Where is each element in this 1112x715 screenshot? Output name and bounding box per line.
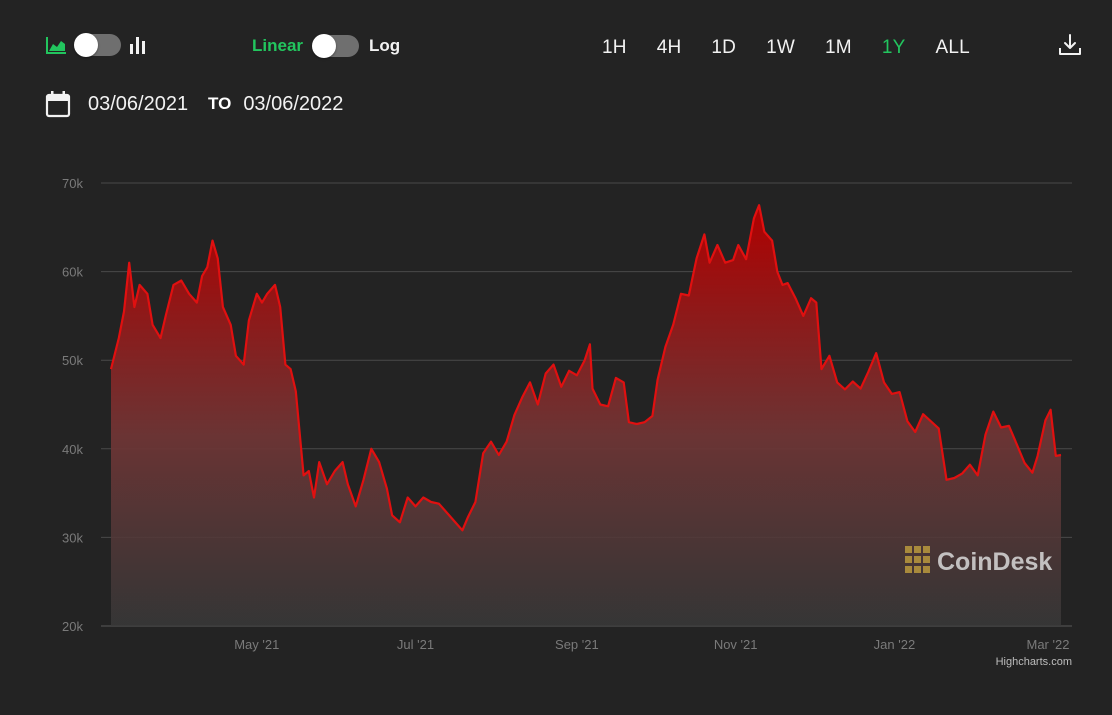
coindesk-logo-icon — [905, 546, 930, 573]
price-area — [111, 205, 1061, 626]
watermark-text: CoinDesk — [937, 548, 1052, 576]
chart-type-toggle[interactable] — [74, 33, 121, 57]
y-axis: 20k 30k 40k 50k 60k 70k — [62, 176, 83, 634]
scale-switch: Linear Log — [252, 34, 401, 58]
range-1w[interactable]: 1W — [766, 37, 796, 58]
range-1h[interactable]: 1H — [602, 37, 627, 58]
scale-log-label[interactable]: Log — [369, 36, 401, 55]
x-tick-label: Jan '22 — [874, 637, 916, 652]
toolbar: Linear Log 1H 4H 1D 1W 1M 1Y ALL — [0, 0, 1112, 90]
y-tick-label: 30k — [62, 530, 83, 545]
range-1m[interactable]: 1M — [825, 37, 852, 58]
date-to-label: TO — [208, 94, 232, 113]
time-range-selector: 1H 4H 1D 1W 1M 1Y ALL — [602, 37, 1000, 59]
y-tick-label: 40k — [62, 442, 83, 457]
x-tick-label: Sep '21 — [555, 637, 599, 652]
date-to-input[interactable] — [243, 92, 352, 116]
chart-type-switch — [45, 33, 147, 57]
x-axis: May '21 Jul '21 Sep '21 Nov '21 Jan '22 Mar '… — [234, 637, 1069, 652]
x-tick-label: Jul '21 — [397, 637, 434, 652]
scale-toggle[interactable] — [312, 34, 360, 58]
y-tick-label: 60k — [62, 265, 83, 280]
bar-chart-icon[interactable] — [129, 35, 147, 55]
y-tick-label: 50k — [62, 353, 83, 368]
date-range: TO — [45, 90, 352, 118]
range-4h[interactable]: 4H — [656, 37, 682, 58]
date-from-input[interactable] — [88, 92, 196, 116]
range-all[interactable]: ALL — [935, 37, 970, 58]
y-tick-label: 70k — [62, 176, 83, 191]
highcharts-credit[interactable]: Highcharts.com — [996, 656, 1072, 668]
calendar-icon[interactable] — [45, 90, 71, 118]
area-chart-icon[interactable] — [45, 35, 67, 55]
x-tick-label: Mar '22 — [1027, 637, 1070, 652]
price-line — [109, 204, 1062, 532]
scale-linear-label[interactable]: Linear — [252, 36, 304, 55]
download-icon[interactable] — [1058, 33, 1082, 62]
toggle-knob — [74, 33, 98, 57]
y-tick-label: 20k — [62, 619, 83, 634]
range-1d[interactable]: 1D — [711, 37, 737, 58]
coindesk-watermark: CoinDesk — [905, 546, 1052, 576]
x-tick-label: Nov '21 — [714, 637, 758, 652]
toggle-knob — [312, 34, 337, 58]
x-tick-label: May '21 — [234, 637, 279, 652]
range-1y[interactable]: 1Y — [881, 37, 906, 58]
